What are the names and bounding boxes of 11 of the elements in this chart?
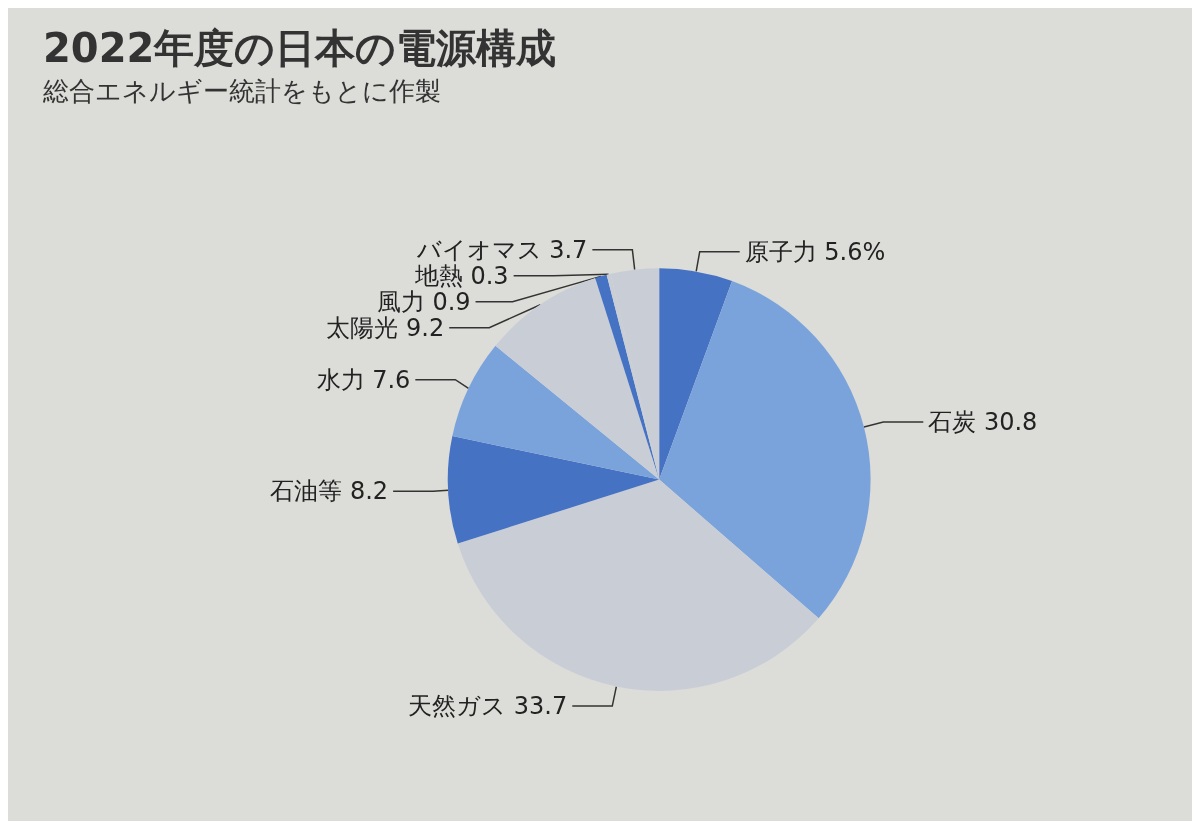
slice-label: 水力 7.6 (316, 365, 411, 394)
slice-label: バイオマス 3.7 (415, 235, 588, 264)
slice-label: 天然ガス 33.7 (408, 692, 568, 721)
chart-title: 2022年度の日本の電源構成 (43, 25, 557, 71)
slice-label: 原子力 5.6% (744, 237, 886, 266)
chart-subtitle: 総合エネルギー統計をもとに作製 (42, 76, 441, 106)
slice-label: 石油等 8.2 (270, 477, 389, 506)
slice-label: 太陽光 9.2 (326, 313, 445, 342)
slice-label: 風力 0.9 (376, 287, 471, 316)
slice-label: 地熱 0.3 (413, 261, 509, 290)
slice-label: 石炭 30.8 (928, 408, 1038, 436)
